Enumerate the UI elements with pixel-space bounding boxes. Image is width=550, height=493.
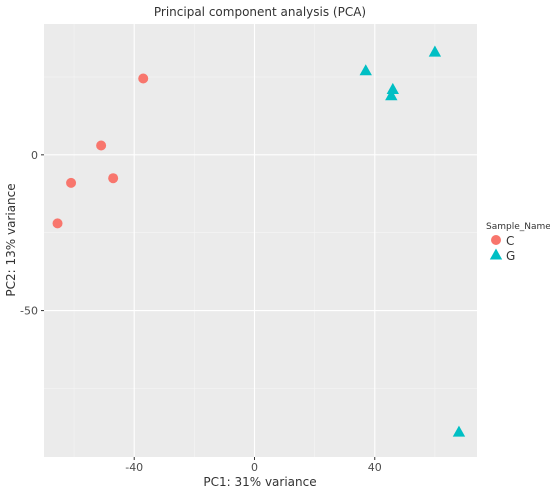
point-g	[385, 89, 398, 101]
point-c	[96, 140, 107, 151]
x-tick-label: 0	[251, 461, 258, 474]
point-c	[138, 73, 149, 84]
point-g	[452, 425, 466, 437]
point-g	[386, 82, 399, 94]
point-c	[66, 177, 77, 188]
grid-lines	[44, 24, 477, 457]
y-axis-label: PC2: 13% variance	[4, 183, 18, 296]
legend-key-g	[489, 248, 503, 260]
legend-keys	[489, 235, 503, 260]
x-tick-label: 40	[368, 461, 382, 474]
axis-ticks: -40 0 40 0 -50	[20, 149, 382, 474]
point-g	[428, 45, 442, 57]
legend-label-c: C	[506, 234, 514, 248]
legend-key-c	[491, 235, 501, 245]
point-c	[108, 173, 119, 184]
point-c	[52, 218, 63, 229]
plot-panel	[44, 24, 477, 457]
legend: Sample_Name C G	[486, 222, 550, 263]
y-tick-label: 0	[31, 149, 38, 162]
x-axis-label: PC1: 31% variance	[203, 475, 316, 489]
legend-title: Sample_Name	[486, 222, 550, 232]
x-tick-label: -40	[125, 461, 143, 474]
y-tick-label: -50	[20, 305, 38, 318]
chart-title: Principal component analysis (PCA)	[154, 5, 366, 19]
legend-label-g: G	[506, 249, 515, 263]
data-points	[52, 45, 466, 437]
point-g	[359, 64, 372, 76]
